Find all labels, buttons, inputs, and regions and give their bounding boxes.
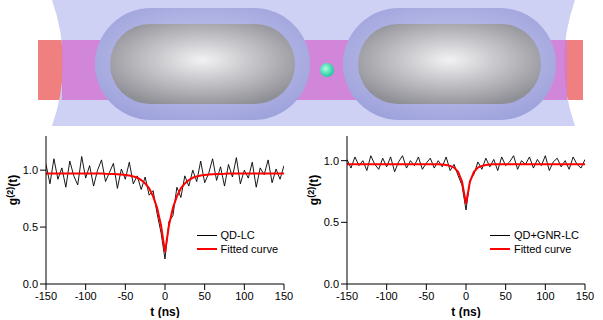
svg-text:t (ns): t (ns) (451, 305, 480, 318)
svg-text:0.0: 0.0 (23, 278, 38, 290)
svg-text:0: 0 (162, 290, 168, 302)
html-text:Fitted curve: Fitted curve (513, 243, 572, 255)
svg-text:-50: -50 (117, 290, 133, 302)
svg-text:1.0: 1.0 (23, 164, 38, 176)
svg-text:0.5: 0.5 (23, 221, 38, 233)
svg-text:0.5: 0.5 (324, 216, 339, 228)
svg-text:-150: -150 (35, 290, 57, 302)
svg-text:t (ns): t (ns) (150, 305, 179, 318)
svg-text:g(2)(t): g(2)(t) (306, 175, 321, 205)
svg-text:g(2)(t): g(2)(t) (5, 175, 20, 205)
html-text:QD+GNR-LC: QD+GNR-LC (513, 229, 579, 241)
svg-text:1.0: 1.0 (324, 155, 339, 167)
svg-text:-150: -150 (336, 290, 358, 302)
svg-text:150: 150 (275, 290, 293, 302)
svg-text:-50: -50 (418, 290, 434, 302)
svg-text:150: 150 (576, 290, 594, 302)
html-text:Fitted curve: Fitted curve (220, 243, 278, 255)
svg-text:0: 0 (463, 290, 469, 302)
svg-text:-100: -100 (376, 290, 398, 302)
svg-text:0.0: 0.0 (324, 278, 339, 290)
svg-text:100: 100 (235, 290, 253, 302)
svg-text:-100: -100 (75, 290, 97, 302)
html-text:QD-LC: QD-LC (220, 229, 255, 241)
svg-text:50: 50 (199, 290, 211, 302)
svg-text:100: 100 (536, 290, 554, 302)
svg-text:50: 50 (500, 290, 512, 302)
